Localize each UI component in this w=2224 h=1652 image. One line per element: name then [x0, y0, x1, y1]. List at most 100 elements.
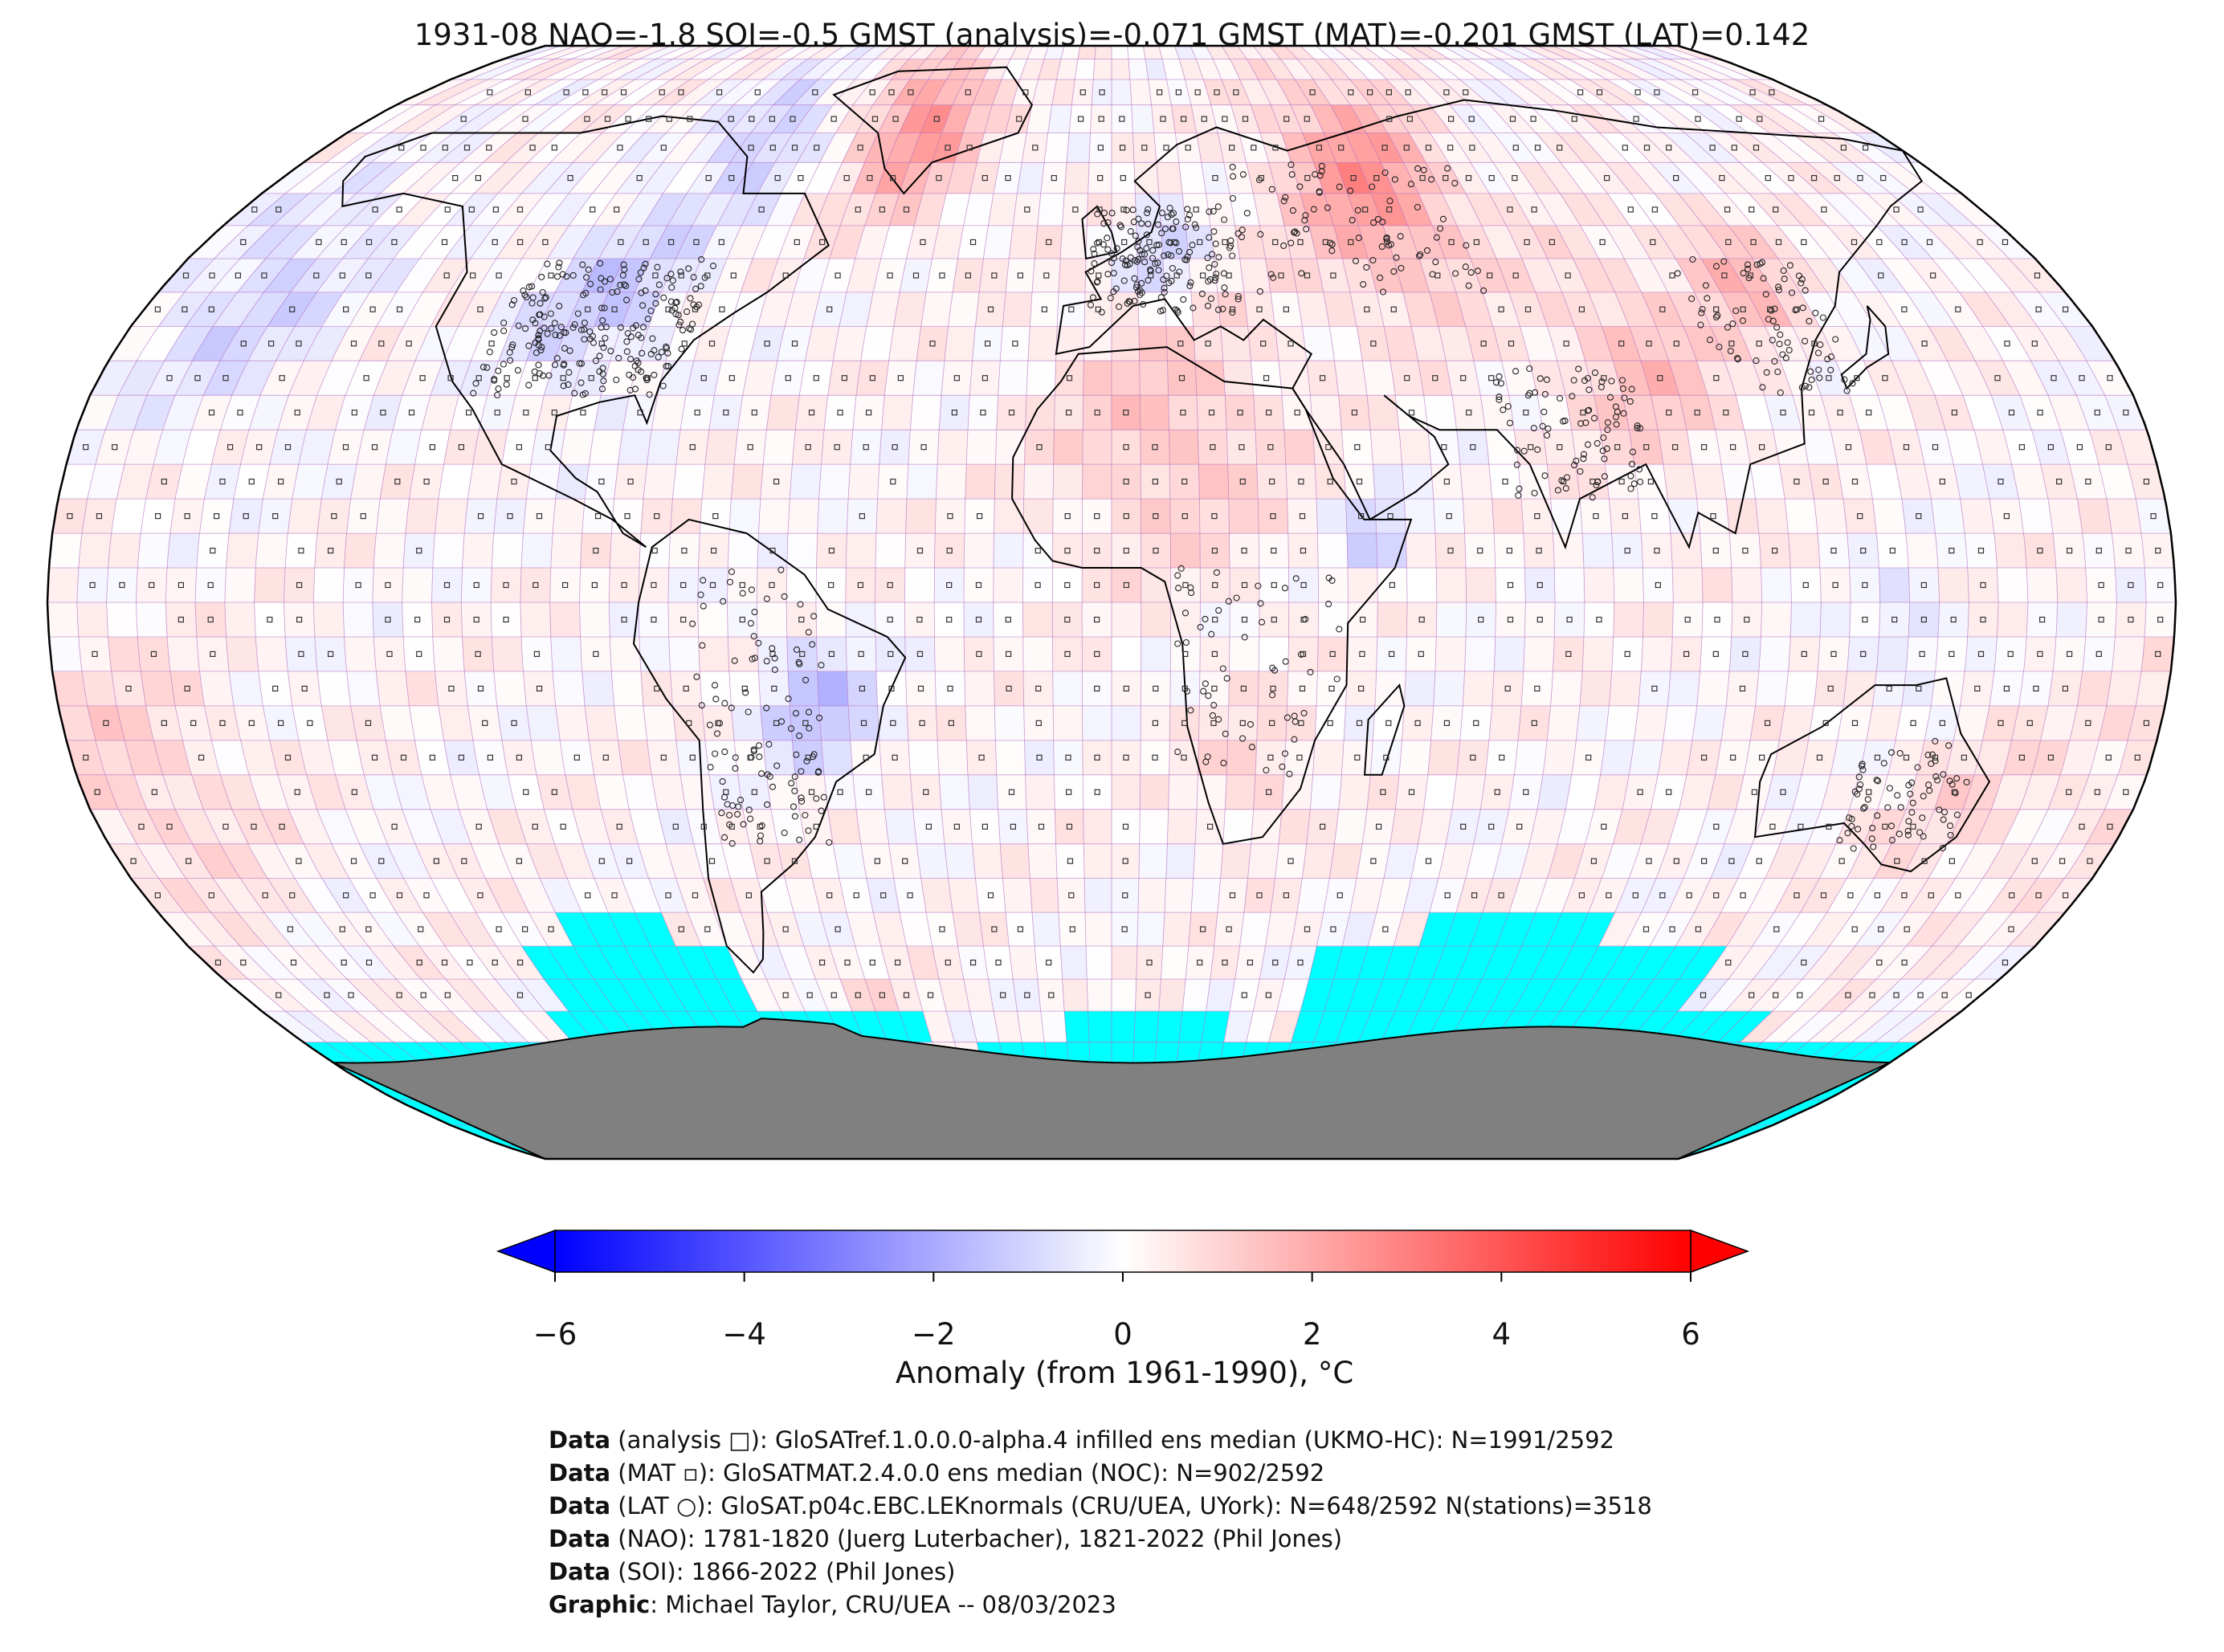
grid-cell: [435, 671, 468, 707]
grid-cell: [48, 532, 83, 569]
colorbar-high-extension: [1690, 1229, 1750, 1274]
credit-line: Data (NAO): 1781-1820 (Juerg Luterbacher…: [549, 1523, 1652, 1556]
grid-cell: [789, 463, 822, 500]
grid-cell: [765, 394, 800, 430]
grid-cell: [1817, 532, 1851, 569]
grid-cell: [965, 463, 996, 500]
grid-cell: [1005, 912, 1035, 947]
grid-cell: [1758, 532, 1791, 569]
grid-cell: [402, 602, 434, 638]
grid-cell: [1366, 394, 1400, 430]
grid-cell: [137, 636, 170, 672]
grid-cell: [909, 394, 942, 430]
grid-cell: [1641, 636, 1673, 672]
grid-cell: [1083, 843, 1112, 879]
grid-cell: [1111, 636, 1142, 672]
grid-cell: [815, 602, 847, 638]
grid-cell: [1553, 567, 1585, 603]
grid-cell: [1901, 671, 1936, 707]
grid-cell: [1435, 567, 1467, 603]
grid-cell: [1642, 567, 1674, 603]
credit-text: (SOI): 1866-2022 (Phil Jones): [610, 1558, 956, 1585]
grid-cell: [1642, 602, 1674, 638]
grid-cell: [1141, 671, 1171, 707]
grid-cell: [78, 636, 112, 672]
grid-cell: [1091, 79, 1112, 105]
grid-cell: [881, 394, 914, 430]
grid-cell: [1287, 636, 1319, 672]
grid-cell: [549, 602, 581, 638]
grid-cell: [1309, 394, 1342, 430]
grid-cell: [1196, 394, 1227, 430]
grid-cell: [1156, 162, 1183, 194]
grid-cell: [2140, 532, 2175, 569]
grid-cell: [999, 326, 1030, 361]
grid-cell: [1037, 978, 1065, 1012]
grid-cell: [1181, 193, 1211, 226]
grid-cell: [491, 532, 524, 569]
grid-cell: [1077, 46, 1096, 59]
grid-cell: [1082, 740, 1112, 776]
grid-cell: [1081, 532, 1112, 569]
grid-cell: [610, 671, 644, 707]
grid-cell: [1027, 843, 1058, 879]
grid-cell: [1285, 705, 1317, 741]
grid-cell: [1168, 394, 1198, 430]
grid-cell: [1111, 394, 1141, 430]
grid-cell: [1138, 843, 1168, 879]
grid-cell: [1520, 498, 1553, 534]
grid-cell: [1058, 912, 1087, 947]
grid-cell: [1052, 602, 1083, 638]
grid-cell: [1140, 705, 1171, 741]
grid-cell: [672, 705, 706, 741]
grid-cell: [1930, 671, 1965, 707]
grid-cell: [1394, 394, 1429, 430]
grid-cell: [1876, 532, 1909, 569]
grid-cell: [916, 326, 949, 361]
grid-cell: [1605, 463, 1639, 500]
grid-cell: [1169, 532, 1201, 569]
grid-cell: [1008, 945, 1039, 980]
grid-cell: [1063, 162, 1090, 194]
grid-cell: [1023, 705, 1055, 741]
grid-cell: [1055, 843, 1085, 879]
grid-cell: [967, 774, 999, 810]
grid-cell: [1082, 671, 1112, 707]
grid-cell: [165, 602, 197, 638]
grid-cell: [1138, 326, 1168, 361]
grid-cell: [1309, 774, 1342, 810]
grid-cell: [728, 498, 761, 534]
grid-cell: [1190, 878, 1222, 913]
grid-cell: [284, 636, 318, 672]
grid-cell: [1696, 671, 1730, 707]
grid-cell: [1288, 567, 1319, 603]
grid-cell: [1312, 740, 1345, 776]
grid-cell: [2047, 498, 2083, 534]
grid-cell: [638, 602, 670, 638]
grid-cell: [1287, 532, 1319, 569]
grid-cell: [1374, 671, 1406, 707]
grid-cell: [1031, 258, 1061, 293]
grid-cell: [1052, 498, 1083, 534]
grid-cell: [905, 671, 937, 707]
grid-cell: [106, 567, 138, 603]
grid-cell: [228, 671, 263, 707]
grid-cell: [226, 636, 259, 672]
grid-cell: [1161, 945, 1190, 980]
colorbar-tick-label: −6: [533, 1317, 577, 1352]
grid-cell: [1434, 532, 1467, 569]
grid-cell: [1758, 636, 1791, 672]
grid-cell: [2144, 602, 2176, 638]
grid-cell: [668, 636, 700, 672]
grid-cell: [1514, 740, 1548, 776]
grid-cell: [1406, 636, 1437, 672]
grid-cell: [2082, 532, 2116, 569]
grid-cell: [1162, 912, 1192, 947]
grid-cell: [1517, 705, 1551, 741]
grid-cell: [1613, 567, 1644, 603]
grid-cell: [614, 463, 647, 500]
grid-cell: [1083, 326, 1112, 361]
grid-cell: [76, 602, 108, 638]
grid-cell: [1546, 705, 1581, 741]
grid-cell: [1026, 360, 1056, 396]
